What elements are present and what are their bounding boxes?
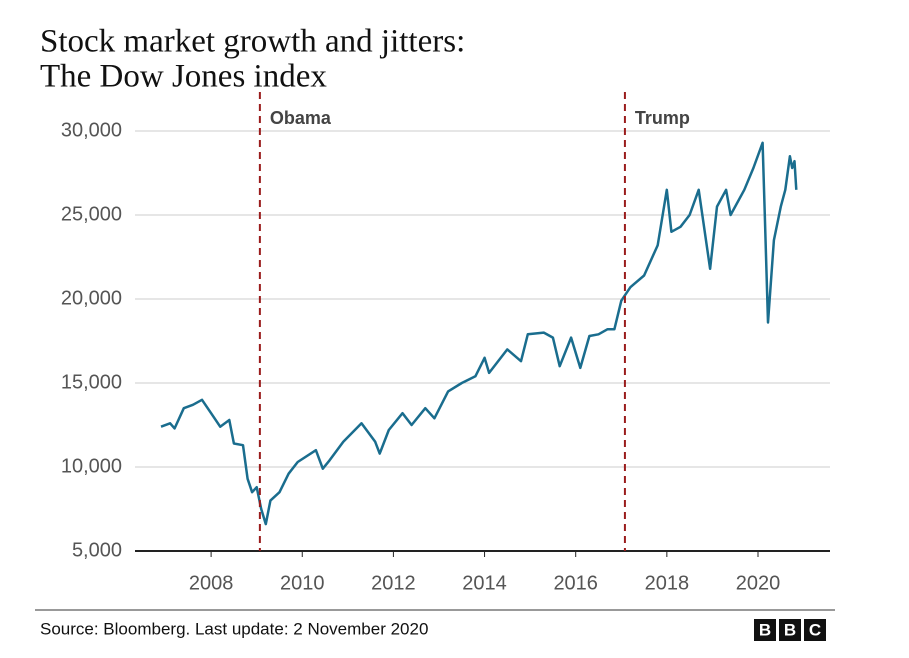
chart-title: The Dow Jones index bbox=[40, 59, 327, 95]
y-tick-label: 25,000 bbox=[61, 203, 122, 225]
y-tick-label: 10,000 bbox=[61, 455, 122, 477]
y-tick-label: 30,000 bbox=[61, 119, 122, 141]
x-tick-label: 2016 bbox=[553, 572, 598, 594]
logo-letter: B bbox=[784, 620, 796, 639]
logo-box bbox=[754, 619, 776, 641]
chart-title: Stock market growth and jitters: bbox=[40, 24, 465, 60]
logo-letter: C bbox=[809, 620, 821, 639]
x-tick-label: 2018 bbox=[645, 572, 690, 594]
x-tick-label: 2008 bbox=[189, 572, 234, 594]
x-tick-label: 2012 bbox=[371, 572, 416, 594]
x-tick-label: 2010 bbox=[280, 572, 325, 594]
logo-box bbox=[804, 619, 826, 641]
x-tick-label: 2014 bbox=[462, 572, 507, 594]
line-series bbox=[160, 141, 798, 526]
y-tick-label: 20,000 bbox=[61, 287, 122, 309]
x-tick-label: 2020 bbox=[736, 572, 781, 594]
logo-box bbox=[779, 619, 801, 641]
annotation-label: Obama bbox=[270, 108, 332, 128]
annotation-label: Trump bbox=[635, 108, 690, 128]
y-tick-label: 5,000 bbox=[72, 539, 122, 561]
y-tick-label: 15,000 bbox=[61, 371, 122, 393]
logo-letter: B bbox=[759, 620, 771, 639]
source: Source: Bloomberg. Last update: 2 Novemb… bbox=[40, 619, 428, 638]
